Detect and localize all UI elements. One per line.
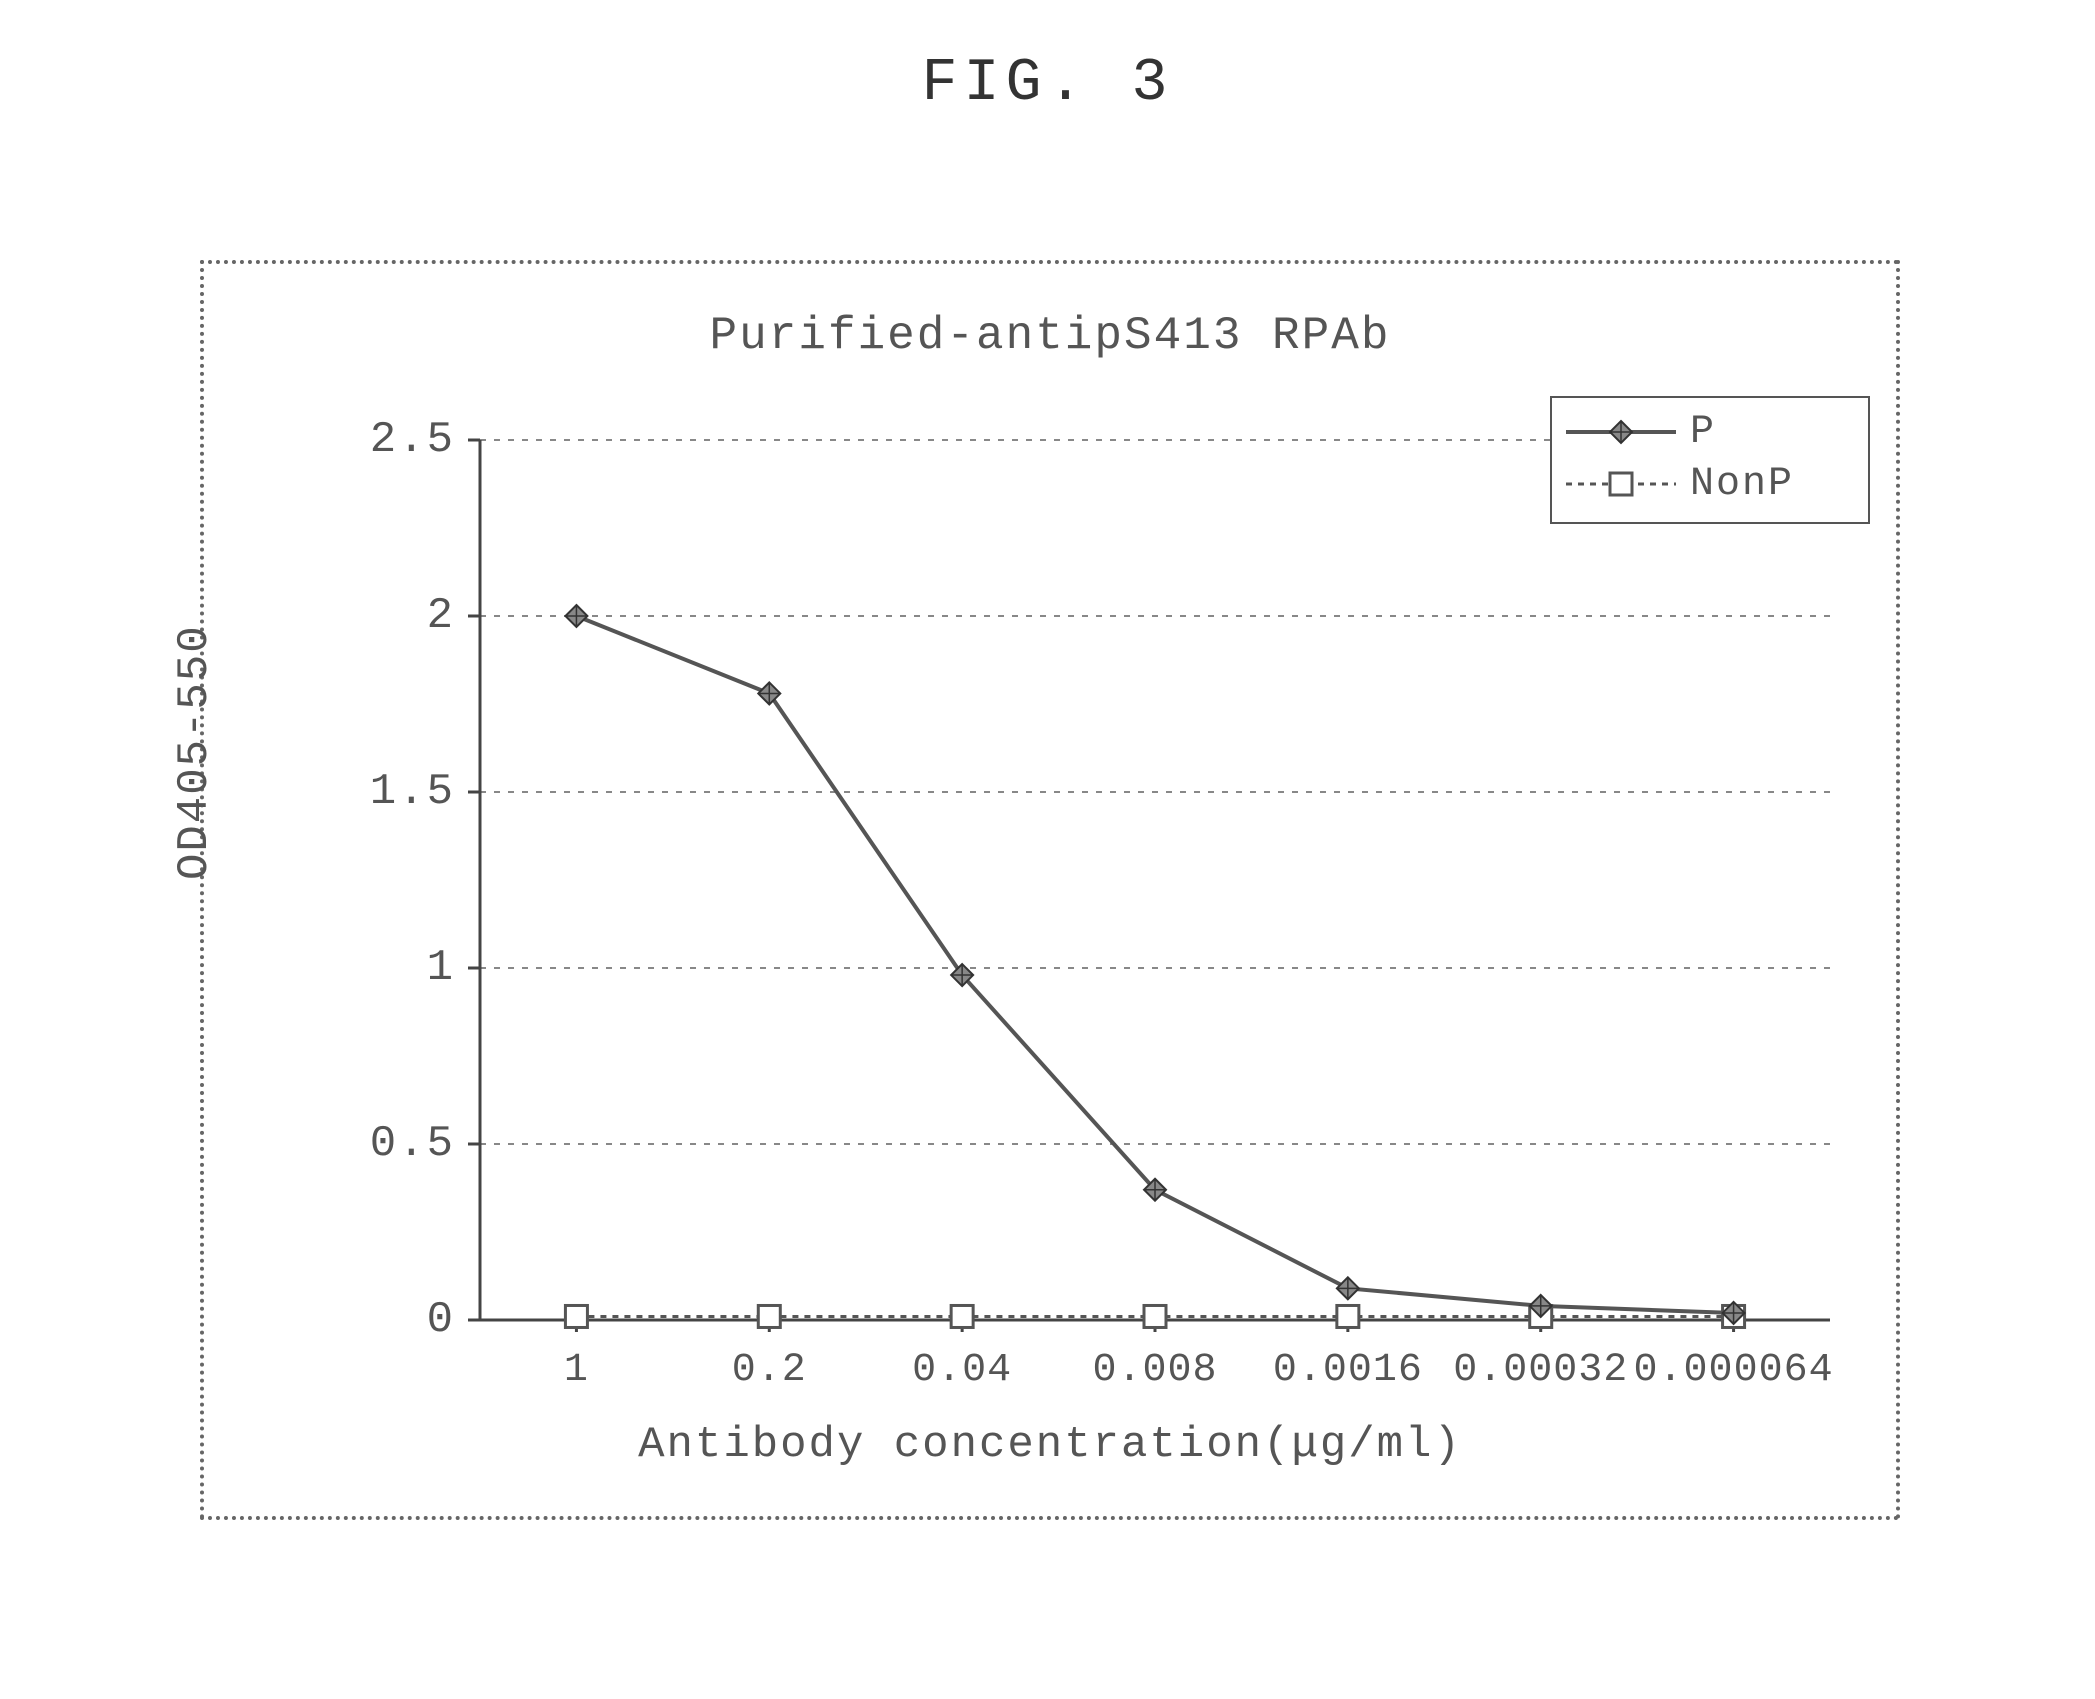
square-icon xyxy=(1566,464,1676,504)
ytick-label: 2 xyxy=(255,591,455,641)
chart-plot-area xyxy=(450,420,1860,1340)
ytick-label: 1 xyxy=(255,943,455,993)
legend-label: P xyxy=(1690,410,1716,455)
legend-swatch-nonp xyxy=(1566,464,1676,504)
figure-label: FIG. 3 xyxy=(0,50,2095,118)
legend-item-nonp: NonP xyxy=(1566,458,1854,510)
ytick-label: 0 xyxy=(255,1295,455,1345)
xtick-label: 0.000064 xyxy=(1634,1348,1834,1393)
xtick-label: 1 xyxy=(564,1348,589,1393)
diamond-icon xyxy=(1566,412,1676,452)
xtick-label: 0.00032 xyxy=(1453,1348,1628,1393)
legend-swatch-p xyxy=(1566,412,1676,452)
x-axis-label: Antibody concentration(μg/ml) xyxy=(200,1420,1900,1470)
ytick-label: 0.5 xyxy=(255,1119,455,1169)
page: FIG. 3 Purified-antipS413 RPAb OD405-550… xyxy=(0,0,2095,1699)
y-axis-label: OD405-550 xyxy=(170,624,220,880)
xtick-label: 0.04 xyxy=(912,1348,1012,1393)
ytick-label: 2.5 xyxy=(255,415,455,465)
xtick-label: 0.0016 xyxy=(1273,1348,1423,1393)
xtick-label: 0.2 xyxy=(732,1348,807,1393)
xtick-label: 0.008 xyxy=(1092,1348,1217,1393)
legend-label: NonP xyxy=(1690,462,1794,507)
chart-title: Purified-antipS413 RPAb xyxy=(200,310,1900,362)
ytick-label: 1.5 xyxy=(255,767,455,817)
legend-item-p: P xyxy=(1566,406,1854,458)
legend: P NonP xyxy=(1550,396,1870,524)
